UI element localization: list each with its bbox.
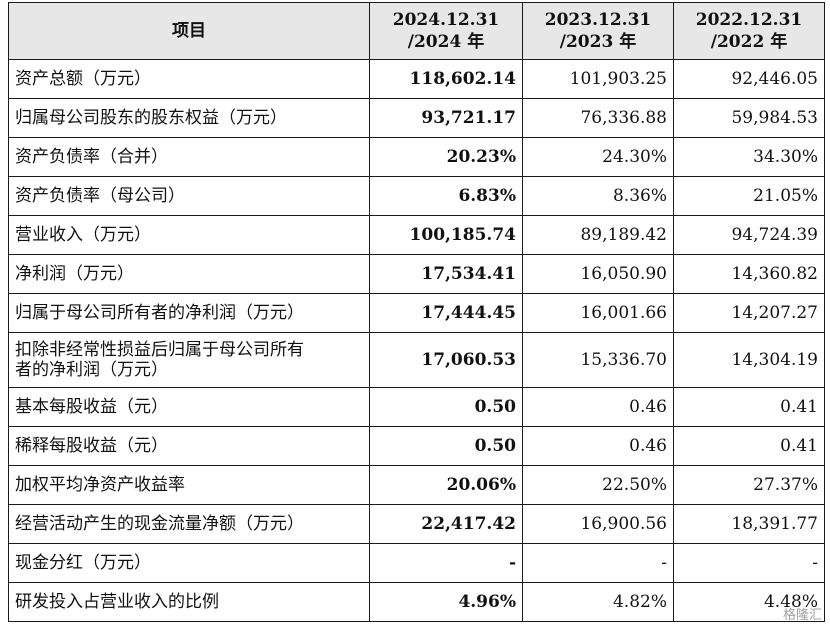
row-label: 稀释每股收益（元）: [8, 426, 370, 466]
header-year-2024: 2024.12.31 /2024 年: [369, 2, 523, 60]
row-label: 净利润（万元）: [8, 254, 370, 294]
value-2023: 22.50%: [522, 465, 674, 505]
value-2024: 17,534.41: [369, 254, 523, 294]
table-row: 归属母公司股东的股东权益（万元） 93,721.17 76,336.88 59,…: [8, 98, 825, 138]
value-2023: -: [522, 543, 674, 583]
table-row: 资产负债率（合并） 20.23% 24.30% 34.30%: [8, 137, 825, 177]
value-2024: 4.96%: [369, 582, 523, 622]
header-2022-year: /2022 年: [710, 32, 788, 52]
value-2022: 27.37%: [673, 465, 825, 505]
value-2023: 76,336.88: [522, 98, 674, 138]
financial-summary-table: 项目 2024.12.31 /2024 年 2023.12.31 /2023 年…: [8, 2, 825, 622]
value-2024: 93,721.17: [369, 98, 523, 138]
header-year-2023: 2023.12.31 /2023 年: [522, 2, 674, 60]
value-2024: 22,417.42: [369, 504, 523, 544]
row-label: 营业收入（万元）: [8, 215, 370, 255]
table-row: 净利润（万元） 17,534.41 16,050.90 14,360.82: [8, 254, 825, 294]
row-label: 加权平均净资产收益率: [8, 465, 370, 505]
value-2023: 0.46: [522, 426, 674, 466]
table-row: 归属于母公司所有者的净利润（万元） 17,444.45 16,001.66 14…: [8, 293, 825, 333]
value-2024: 6.83%: [369, 176, 523, 216]
header-2022-date: 2022.12.31: [695, 10, 803, 30]
row-label: 扣除非经常性损益后归属于母公司所有 者的净利润（万元）: [8, 332, 370, 388]
row-label: 资产负债率（合并）: [8, 137, 370, 177]
table-row: 研发投入占营业收入的比例 4.96% 4.82% 4.48%: [8, 582, 825, 622]
value-2024: -: [369, 543, 523, 583]
header-2024-date: 2024.12.31: [392, 10, 500, 30]
table-row: 基本每股收益（元） 0.50 0.46 0.41: [8, 387, 825, 427]
value-2023: 101,903.25: [522, 59, 674, 99]
financial-table-container: 项目 2024.12.31 /2024 年 2023.12.31 /2023 年…: [8, 2, 825, 622]
value-2022: 4.48%: [673, 582, 825, 622]
value-2022: 0.41: [673, 387, 825, 427]
row-label: 经营活动产生的现金流量净额（万元）: [8, 504, 370, 544]
header-2024-year: /2024 年: [407, 32, 485, 52]
value-2023: 16,001.66: [522, 293, 674, 333]
value-2023: 16,900.56: [522, 504, 674, 544]
value-2022: 18,391.77: [673, 504, 825, 544]
header-item: 项目: [8, 2, 370, 60]
value-2022: 92,446.05: [673, 59, 825, 99]
row-label: 归属母公司股东的股东权益（万元）: [8, 98, 370, 138]
value-2022: 59,984.53: [673, 98, 825, 138]
value-2024: 17,444.45: [369, 293, 523, 333]
value-2023: 0.46: [522, 387, 674, 427]
row-label: 资产总额（万元）: [8, 59, 370, 99]
watermark-logo: 格隆汇: [782, 608, 822, 623]
table-row: 资产负债率（母公司） 6.83% 8.36% 21.05%: [8, 176, 825, 216]
value-2024: 0.50: [369, 387, 523, 427]
value-2023: 8.36%: [522, 176, 674, 216]
row-label: 归属于母公司所有者的净利润（万元）: [8, 293, 370, 333]
table-row: 现金分红（万元） - - -: [8, 543, 825, 583]
header-2023-date: 2023.12.31: [544, 10, 652, 30]
row-label: 基本每股收益（元）: [8, 387, 370, 427]
value-2024: 20.06%: [369, 465, 523, 505]
table-row: 经营活动产生的现金流量净额（万元） 22,417.42 16,900.56 18…: [8, 504, 825, 544]
value-2024: 118,602.14: [369, 59, 523, 99]
value-2022: 14,304.19: [673, 332, 825, 388]
value-2023: 24.30%: [522, 137, 674, 177]
header-year-2022: 2022.12.31 /2022 年: [673, 2, 825, 60]
row-label: 研发投入占营业收入的比例: [8, 582, 370, 622]
table-row: 稀释每股收益（元） 0.50 0.46 0.41: [8, 426, 825, 466]
table-row: 扣除非经常性损益后归属于母公司所有 者的净利润（万元） 17,060.53 15…: [8, 332, 825, 388]
value-2023: 89,189.42: [522, 215, 674, 255]
value-2022: 21.05%: [673, 176, 825, 216]
row-label: 资产负债率（母公司）: [8, 176, 370, 216]
table-header-row: 项目 2024.12.31 /2024 年 2023.12.31 /2023 年…: [8, 2, 825, 60]
value-2022: 94,724.39: [673, 215, 825, 255]
value-2022: 0.41: [673, 426, 825, 466]
row-label-line1: 扣除非经常性损益后归属于母公司所有: [15, 340, 304, 360]
table-row: 营业收入（万元） 100,185.74 89,189.42 94,724.39: [8, 215, 825, 255]
value-2023: 15,336.70: [522, 332, 674, 388]
value-2022: 14,207.27: [673, 293, 825, 333]
header-2023-year: /2023 年: [559, 32, 637, 52]
table-row: 加权平均净资产收益率 20.06% 22.50% 27.37%: [8, 465, 825, 505]
row-label: 现金分红（万元）: [8, 543, 370, 583]
value-2022: -: [673, 543, 825, 583]
value-2023: 4.82%: [522, 582, 674, 622]
value-2022: 14,360.82: [673, 254, 825, 294]
value-2024: 17,060.53: [369, 332, 523, 388]
table-row: 资产总额（万元） 118,602.14 101,903.25 92,446.05: [8, 59, 825, 99]
value-2022: 34.30%: [673, 137, 825, 177]
value-2024: 20.23%: [369, 137, 523, 177]
row-label-line2: 者的净利润（万元）: [15, 360, 168, 380]
value-2023: 16,050.90: [522, 254, 674, 294]
value-2024: 100,185.74: [369, 215, 523, 255]
value-2024: 0.50: [369, 426, 523, 466]
